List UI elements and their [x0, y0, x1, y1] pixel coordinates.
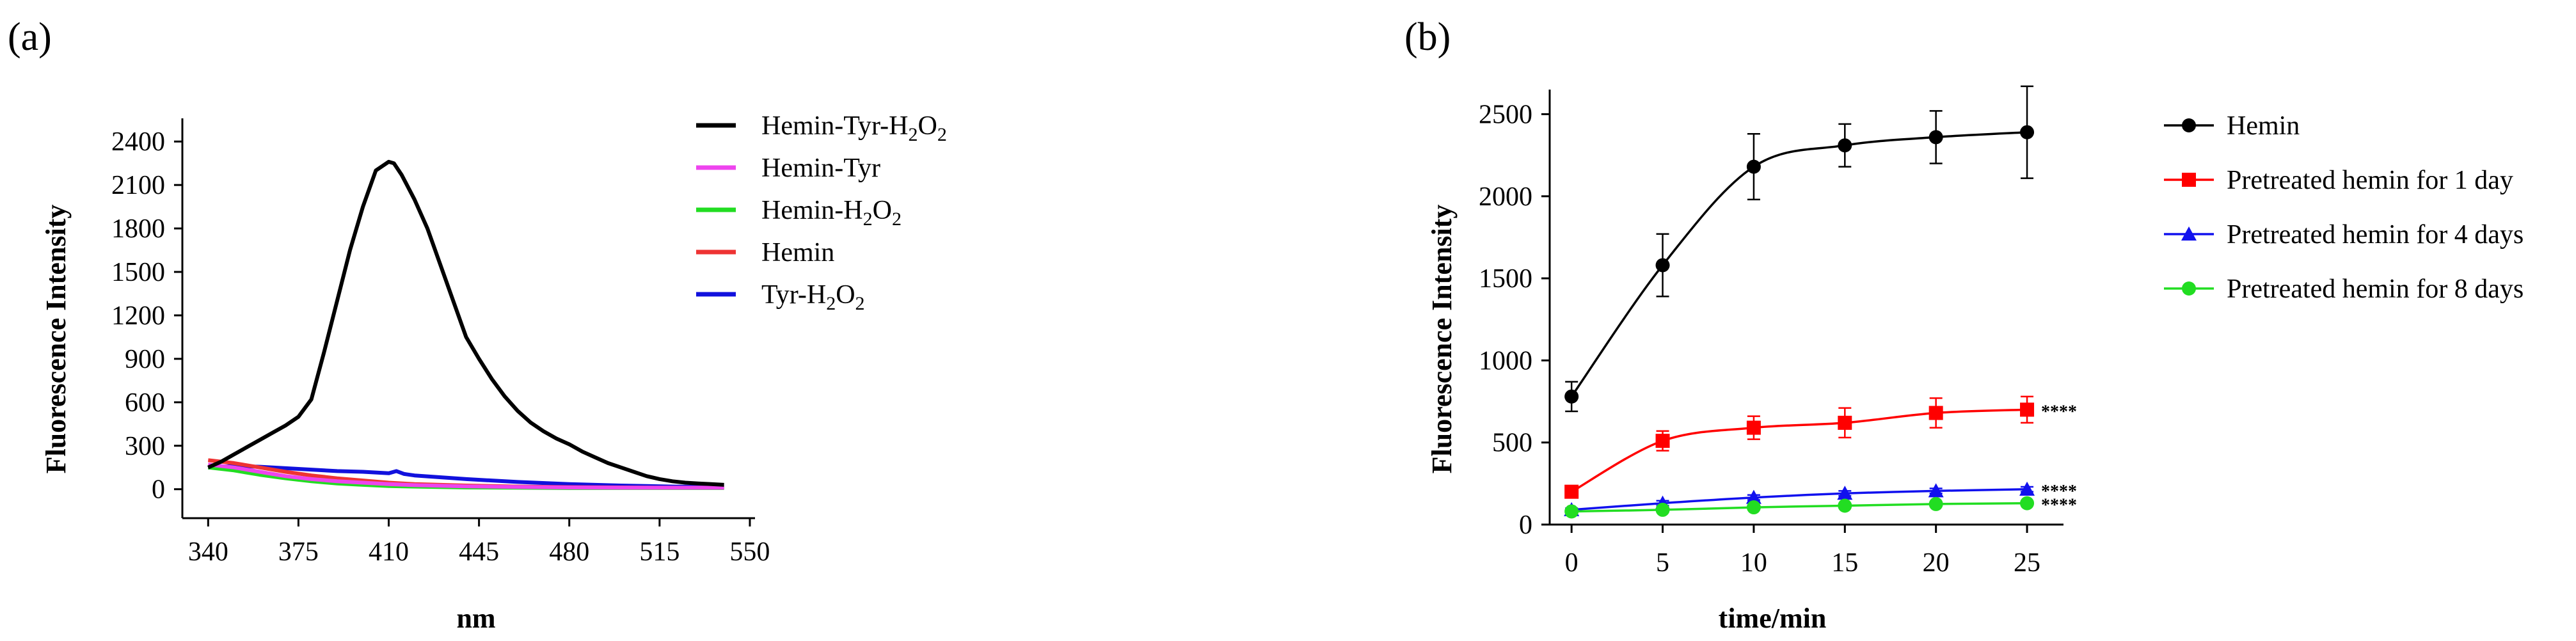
significance-label: ****	[2041, 496, 2077, 516]
data-point	[1655, 434, 1670, 448]
y-tick-label: 1800	[111, 214, 165, 244]
x-tick-label: 25	[2014, 548, 2040, 578]
series-line	[1571, 502, 2028, 513]
y-tick-label: 1000	[1479, 346, 1532, 376]
x-tick-label: 480	[549, 537, 589, 567]
panel-a-label: (a)	[8, 15, 52, 59]
data-point	[1838, 498, 1852, 513]
data-point	[1564, 389, 1579, 404]
x-tick-label: 10	[1740, 548, 1767, 578]
x-tick-label: 515	[639, 537, 680, 567]
panel-a-x-ticks: 340 375 410 445 480 515 550	[188, 518, 770, 567]
data-point	[2020, 402, 2035, 417]
y-tick-label: 2100	[111, 171, 165, 200]
panel-a-y-ticks: 0 300 600 900 1200 1500 1800 2100 2400	[111, 127, 182, 505]
x-tick-label: 375	[278, 537, 319, 567]
panel-a-y-axis-label: Fluorescence Intensity	[40, 205, 72, 474]
panel-b: (b) Fluorescence Intensity time/min 0500…	[1404, 15, 2524, 634]
legend-entry-label: Hemin-H2O2	[761, 196, 902, 230]
x-tick-label: 5	[1656, 548, 1669, 578]
significance-label: ****	[2041, 402, 2077, 422]
panel-a-legend: Hemin-Tyr-H2O2 Hemin-Tyr Hemin-H2O2 Hemin Ty…	[696, 111, 947, 314]
y-tick-label: 300	[125, 432, 165, 461]
data-point	[1564, 504, 1579, 519]
data-point	[1928, 130, 1943, 145]
legend-swatch-marker	[2182, 173, 2196, 187]
legend-entry-label: Pretreated hemin for 1 day	[2227, 166, 2513, 195]
series-line	[1571, 408, 2028, 493]
significance-label: ****	[2041, 482, 2077, 502]
x-tick-label: 445	[459, 537, 499, 567]
series-line-hemin	[207, 458, 724, 490]
data-point	[1837, 486, 1853, 500]
series-line	[1571, 488, 2028, 511]
y-tick-label: 2000	[1479, 182, 1532, 212]
panel-b-x-axis-label: time/min	[1719, 603, 1827, 634]
data-point	[1928, 406, 1943, 420]
y-tick-label: 2500	[1479, 100, 1532, 129]
series-pretreated-hemin-for-8-days: ****	[1564, 496, 2077, 519]
y-tick-label: 1200	[111, 301, 165, 331]
data-point	[1838, 138, 1852, 153]
x-tick-label: 20	[1923, 548, 1950, 578]
legend-entry-label: Pretreated hemin for 8 days	[2227, 274, 2524, 304]
legend-entry-label: Hemin-Tyr-H2O2	[761, 111, 947, 145]
legend-entry-label: Hemin-Tyr	[761, 154, 880, 183]
legend-swatch-marker	[2181, 226, 2197, 241]
panel-b-x-ticks: 0 5 10 15 20 25	[1565, 525, 2040, 578]
panel-b-y-axis-label: Fluorescence Intensity	[1426, 205, 1458, 474]
panel-a: (a) Fluorescence Intensity nm 0 300 600 900…	[8, 15, 947, 634]
data-point	[1564, 484, 1579, 499]
series-line	[1570, 131, 2028, 397]
y-tick-label: 2400	[111, 127, 165, 157]
legend-swatch-marker	[2182, 281, 2196, 296]
legend-entry-label: Tyr-H2O2	[761, 280, 865, 314]
data-point	[1746, 420, 1761, 435]
panel-a-x-axis-label: nm	[456, 603, 495, 634]
panel-b-legend: Hemin Pretreated hemin for 1 day Pretreate…	[2164, 111, 2524, 304]
panel-a-series	[207, 159, 724, 490]
series-line-tyr-h2o2	[208, 464, 724, 489]
data-point	[2020, 496, 2035, 510]
data-point	[1655, 502, 1670, 517]
x-tick-label: 15	[1831, 548, 1858, 578]
series-line-hemin-tyr	[207, 463, 724, 490]
series-line-hemin-tyr-h2o2	[207, 159, 724, 487]
data-point	[1746, 500, 1761, 515]
data-point	[1746, 159, 1761, 174]
panel-b-series: ************	[1564, 85, 2077, 519]
legend-entry-label: Pretreated hemin for 4 days	[2227, 220, 2524, 249]
legend-swatch-marker	[2182, 118, 2196, 132]
y-tick-label: 600	[125, 388, 165, 418]
series-pretreated-hemin-for-1-day: ****	[1564, 395, 2077, 499]
data-point	[1745, 489, 1761, 504]
y-tick-label: 1500	[1479, 264, 1532, 294]
y-tick-label: 500	[1492, 429, 1532, 458]
y-tick-label: 900	[125, 345, 165, 374]
data-point	[1928, 496, 1943, 511]
x-tick-label: 0	[1565, 548, 1578, 578]
data-point	[2020, 125, 2035, 139]
data-point	[1838, 415, 1852, 430]
y-tick-label: 0	[1519, 510, 1532, 540]
data-point	[1655, 258, 1670, 273]
x-tick-label: 410	[369, 537, 409, 567]
y-tick-label: 1500	[111, 258, 165, 287]
series-hemin	[1564, 85, 2035, 413]
x-tick-label: 340	[188, 537, 228, 567]
legend-entry-label: Hemin	[761, 238, 834, 267]
data-point	[2019, 481, 2035, 496]
panel-b-y-ticks: 0 500 1000 1500 2000 2500	[1479, 100, 1550, 540]
panel-b-label: (b)	[1404, 15, 1451, 59]
legend-entry-label: Hemin	[2227, 111, 2300, 141]
data-point	[1928, 483, 1944, 498]
y-tick-label: 0	[152, 475, 165, 505]
x-tick-label: 550	[729, 537, 770, 567]
